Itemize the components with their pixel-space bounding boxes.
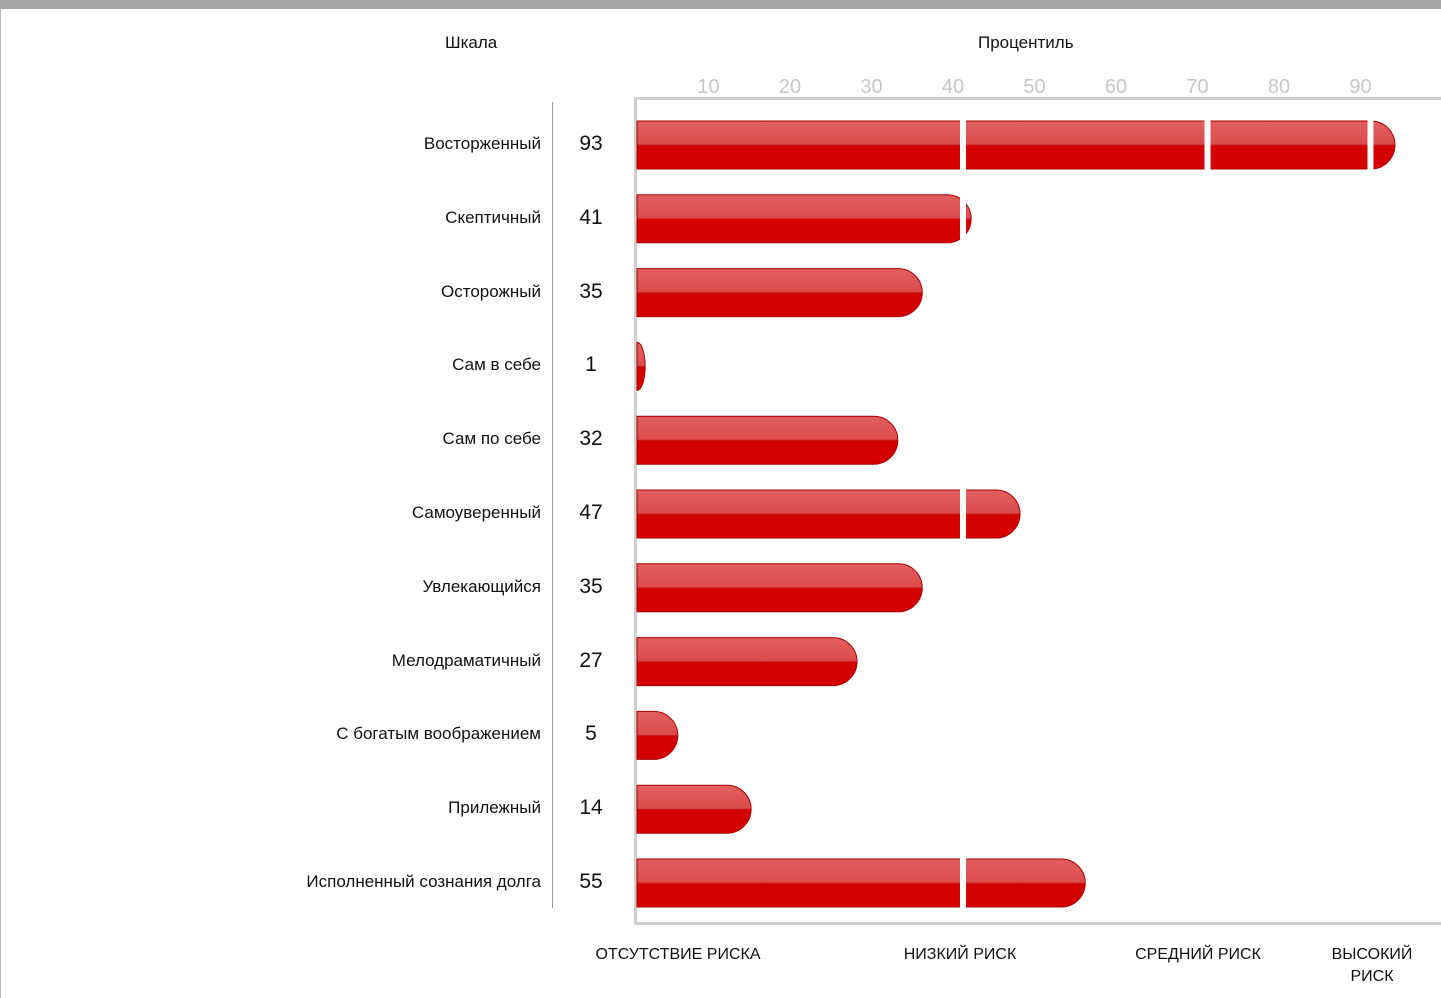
x-tick-label: 80	[1267, 76, 1291, 98]
scale-value: 93	[579, 132, 603, 155]
risk-zone-label: СРЕДНИЙ РИСК	[1135, 946, 1261, 963]
bar	[636, 268, 923, 318]
zone-divider	[960, 858, 966, 908]
scale-value: 41	[579, 205, 603, 229]
x-tick-label: 30	[860, 76, 883, 98]
zone-divider	[1204, 120, 1211, 170]
x-tick-label: 10	[697, 76, 720, 98]
scale-value: 35	[579, 574, 603, 598]
bar	[636, 415, 899, 465]
scale-label: Скептичный	[445, 207, 541, 227]
scale-label: Осторожный	[441, 281, 541, 301]
scale-value: 47	[579, 501, 603, 524]
risk-zone-label: ВЫСОКИЙ РИСК	[1331, 946, 1413, 985]
bar	[636, 710, 679, 760]
left-border	[0, 9, 1, 998]
scale-label: Исполненный сознания долга	[306, 872, 541, 891]
plot-area	[634, 97, 1441, 925]
bar	[636, 194, 972, 244]
bar	[636, 563, 923, 613]
zone-divider	[960, 120, 966, 170]
scale-value: 32	[579, 427, 603, 451]
x-tick-label: 20	[778, 76, 802, 98]
x-tick-label: 90	[1349, 76, 1372, 98]
scale-label: Мелодраматичный	[391, 650, 541, 670]
zone-divider	[960, 489, 966, 539]
scale-label: С богатым воображением	[336, 724, 541, 744]
scale-label: Самоуверенный	[411, 503, 541, 522]
bar	[636, 120, 1396, 170]
bar	[636, 784, 752, 834]
percentile-title: Процентиль	[978, 33, 1074, 52]
x-tick-label: 50	[1023, 76, 1046, 98]
bar	[636, 637, 858, 687]
scale-label: Сам по себе	[442, 429, 541, 449]
scale-value: 27	[579, 648, 603, 672]
scale-value: 5	[585, 722, 597, 746]
bar	[636, 858, 1086, 908]
risk-zone-label: НИЗКИЙ РИСК	[903, 946, 1017, 963]
scale-value: 14	[579, 796, 603, 820]
bar	[636, 341, 646, 391]
zone-divider	[960, 193, 966, 244]
scale-value: 35	[579, 279, 603, 303]
x-tick-label: 70	[1186, 76, 1209, 98]
scale-label: Увлекающийся	[422, 576, 541, 596]
scale-value: 55	[579, 870, 603, 893]
top-border	[0, 0, 1441, 9]
scale-label: Восторженный	[423, 134, 541, 153]
x-tick-label: 60	[1104, 76, 1128, 98]
label-separator	[552, 102, 553, 908]
x-tick-label: 40	[941, 76, 965, 98]
zone-divider	[1367, 120, 1374, 170]
scale-value: 1	[585, 353, 597, 377]
scale-label: Сам в себе	[452, 355, 541, 375]
scale-label: Прилежный	[448, 798, 541, 818]
bar	[636, 489, 1021, 539]
risk-zone-label: ОТСУТСТВИЕ РИСКА	[595, 946, 761, 963]
scale-column-title: Шкала	[445, 33, 498, 52]
